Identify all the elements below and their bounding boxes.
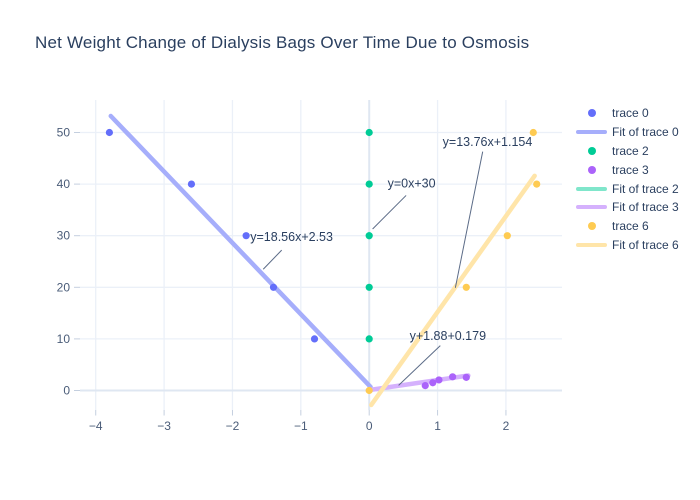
line-swatch-icon (576, 242, 607, 247)
scatter-point-trace-3 (449, 373, 457, 381)
line-swatch-icon (576, 205, 607, 210)
y-tick-label: 20 (57, 280, 71, 294)
legend-marker-swatch-icon (576, 165, 607, 174)
annotation-arrow (398, 345, 441, 386)
scatter-point-trace-3 (421, 381, 429, 390)
x-tick-label: −4 (89, 419, 103, 433)
x-tick-label: 1 (434, 419, 441, 433)
legend-item-label: Fit of trace 2 (612, 181, 679, 196)
legend-item-trace-6[interactable]: trace 6 (576, 217, 679, 236)
legend-marker-swatch-icon (576, 109, 607, 118)
legend-marker-swatch-icon (576, 146, 607, 155)
annotation-text: y=13.76x+1.154 (443, 135, 533, 149)
legend-item-fit-of-trace-6[interactable]: Fit of trace 6 (576, 236, 679, 255)
legend-item-trace-3[interactable]: trace 3 (576, 160, 679, 179)
legend-item-label: trace 0 (612, 106, 649, 121)
legend-item-label: Fit of trace 0 (612, 125, 679, 140)
y-tick-label: 40 (57, 177, 71, 191)
legend-item-fit-of-trace-3[interactable]: Fit of trace 3 (576, 198, 679, 217)
legend-item-trace-2[interactable]: trace 2 (576, 142, 679, 161)
chart-title: Net Weight Change of Dialysis Bags Over … (35, 33, 530, 52)
scatter-point-trace-6 (503, 232, 511, 240)
legend-item-label: trace 3 (612, 162, 649, 177)
y-tick-label: 50 (57, 126, 71, 140)
scatter-point-trace-3 (462, 373, 470, 381)
marker-dot-icon (587, 109, 596, 118)
marker-dot-icon (587, 165, 596, 174)
fit-line-fit-of-trace-0 (108, 113, 373, 390)
marker-dot-icon (587, 222, 596, 231)
legend-item-fit-of-trace-0[interactable]: Fit of trace 0 (576, 123, 679, 142)
annotation-text: y=0x+30 (388, 177, 436, 191)
scatter-point-trace-6 (529, 128, 537, 137)
marker-dot-icon (587, 146, 596, 155)
legend-item-fit-of-trace-2[interactable]: Fit of trace 2 (576, 179, 679, 198)
y-tick-label: 30 (57, 229, 71, 243)
scatter-point-trace-0 (269, 283, 278, 291)
x-tick-label: 0 (366, 419, 373, 433)
y-tick-label: 10 (57, 332, 71, 346)
legend-line-swatch-icon (576, 242, 607, 247)
scatter-point-trace-2 (365, 128, 373, 137)
legend-marker-swatch-icon (576, 222, 607, 231)
annotation-arrow (262, 249, 283, 270)
scatter-point-trace-3 (435, 376, 443, 384)
annotation-text: y+1.88+0.179 (410, 329, 487, 343)
scatter-point-trace-3 (429, 379, 437, 387)
x-tick-label: −3 (157, 419, 171, 433)
scatter-point-trace-2 (365, 232, 373, 240)
scatter-point-trace-0 (242, 232, 250, 240)
legend-line-swatch-icon (576, 130, 607, 135)
line-swatch-icon (576, 186, 607, 191)
x-tick-label: 2 (503, 419, 510, 433)
legend-item-trace-0[interactable]: trace 0 (576, 104, 679, 123)
legend-item-label: Fit of trace 6 (612, 237, 679, 252)
legend-line-swatch-icon (576, 186, 607, 191)
line-swatch-icon (576, 130, 607, 135)
scatter-point-trace-2 (365, 283, 373, 291)
x-tick-label: −2 (226, 419, 240, 433)
legend-line-swatch-icon (576, 205, 607, 210)
scatter-point-trace-0 (310, 335, 319, 343)
scatter-point-trace-2 (365, 335, 373, 343)
annotation-text: y=18.56x+2.53 (250, 230, 333, 244)
annotation-arrow (372, 195, 407, 230)
scatter-point-trace-0 (105, 128, 113, 137)
scatter-point-trace-6 (462, 283, 470, 291)
legend-item-label: trace 6 (612, 219, 649, 234)
x-tick-label: −1 (294, 419, 308, 433)
scatter-point-trace-0 (187, 180, 196, 188)
legend-item-label: Fit of trace 3 (612, 200, 679, 215)
annotation-arrow (454, 151, 484, 288)
scatter-point-trace-2 (365, 180, 373, 188)
scatter-point-trace-6 (365, 386, 373, 395)
legend: trace 0 Fit of trace 0 trace 2 trace 3 Fit o… (576, 104, 679, 254)
fit-line-fit-of-trace-6 (369, 173, 537, 408)
y-tick-label: 0 (63, 383, 70, 397)
legend-item-label: trace 2 (612, 143, 649, 158)
scatter-point-trace-6 (533, 180, 541, 188)
